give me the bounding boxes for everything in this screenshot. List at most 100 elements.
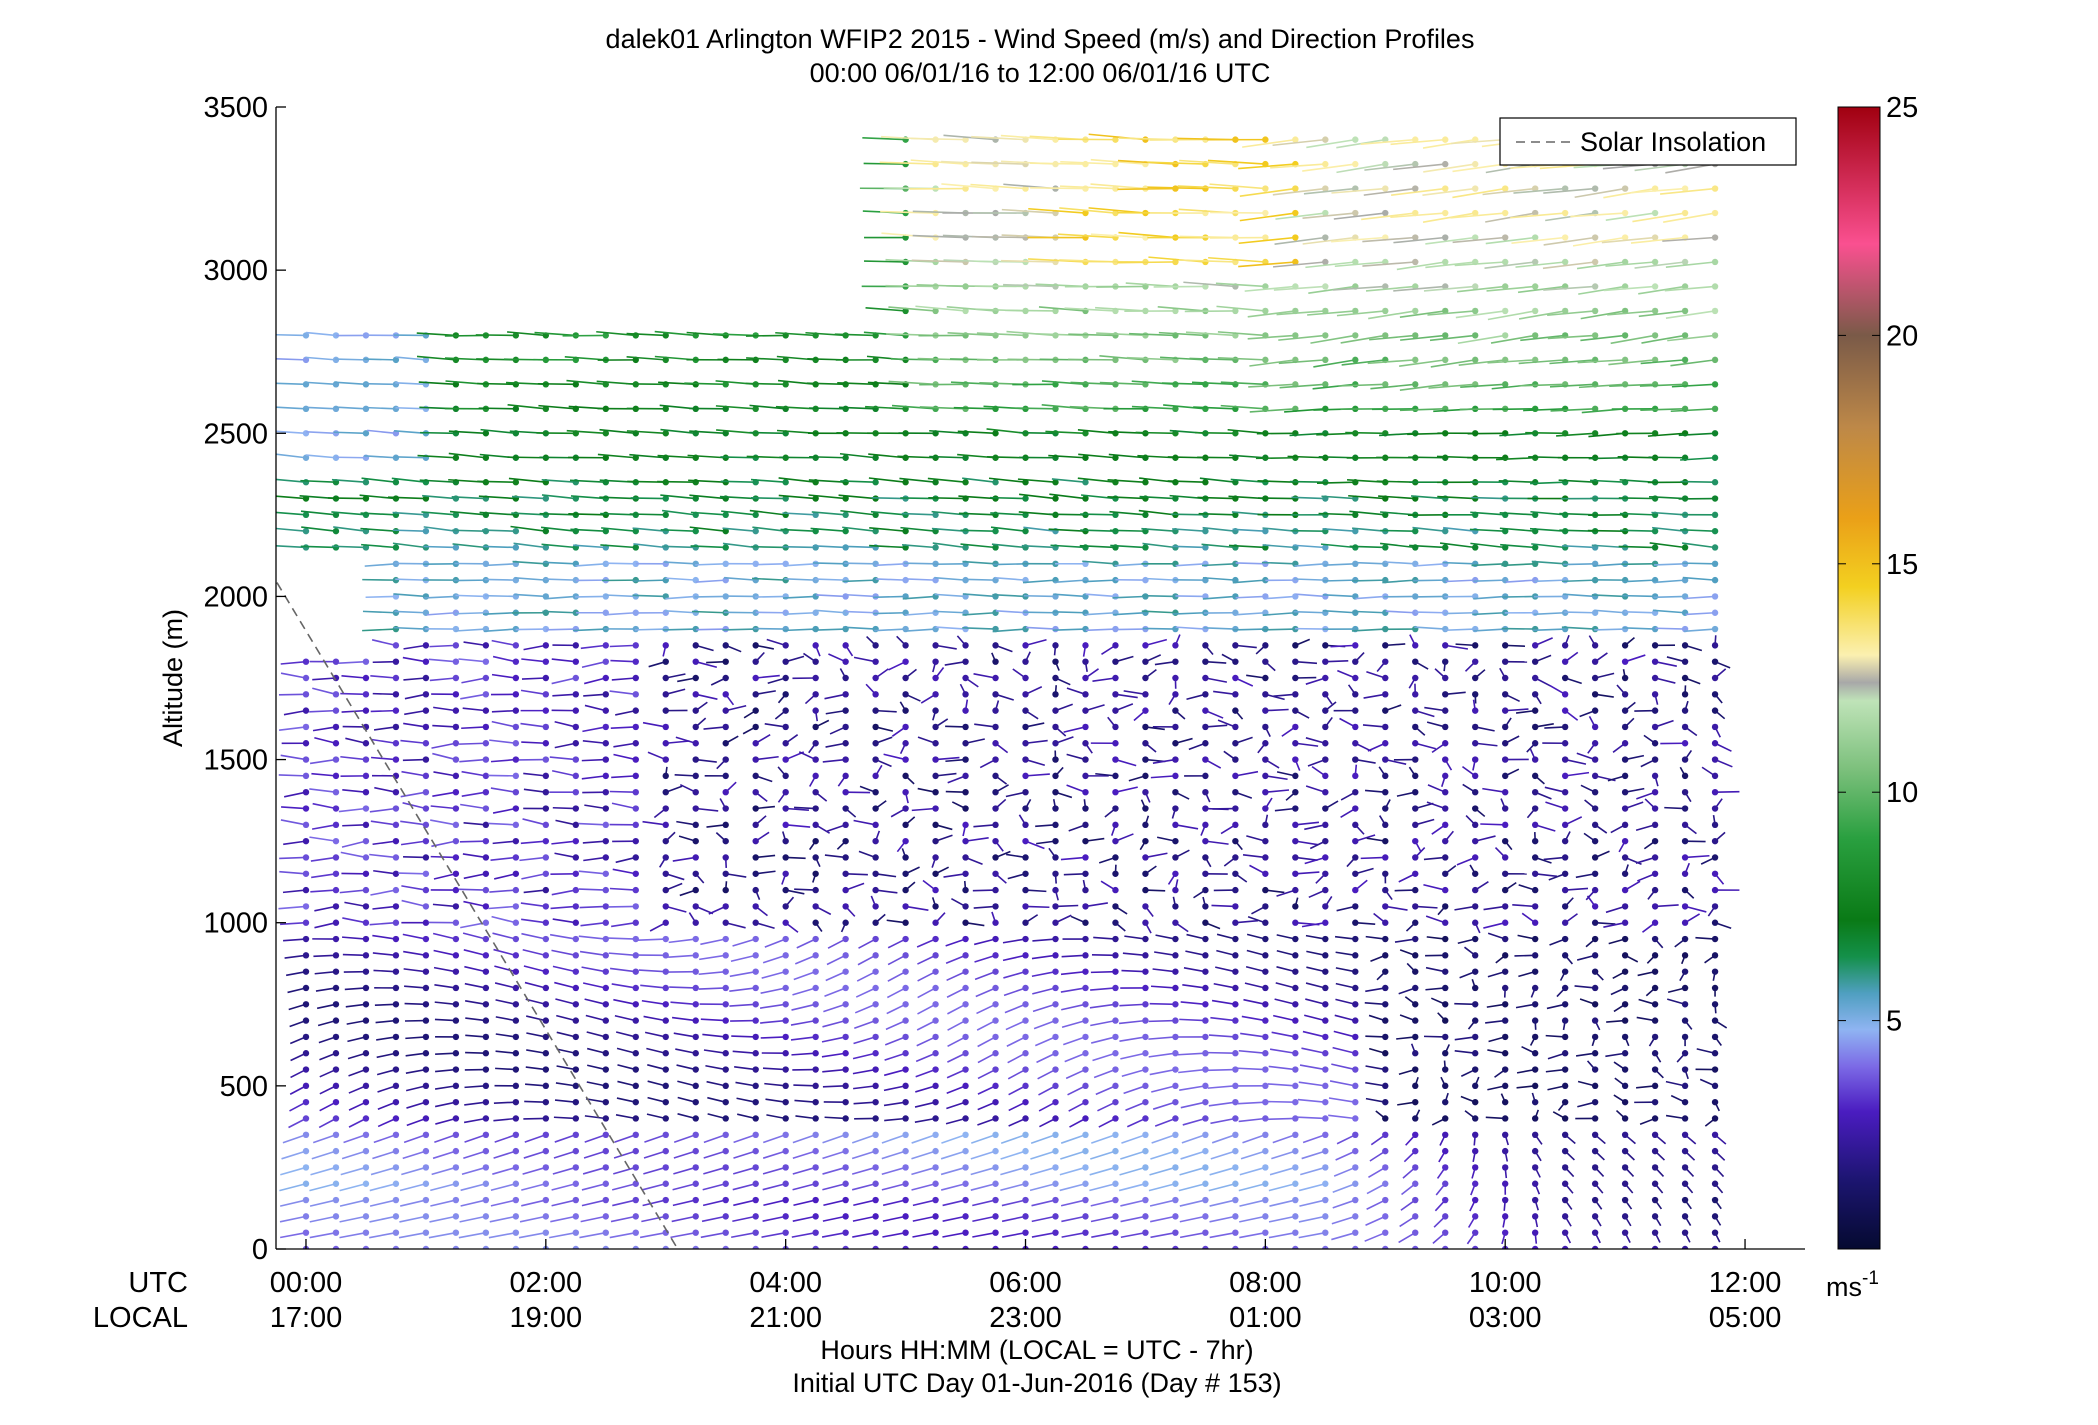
wind-barb-dot <box>1591 1196 1599 1204</box>
wind-barb-dot <box>1172 789 1179 796</box>
wind-barb-dot <box>662 1001 669 1008</box>
wind-barb-dot <box>1292 609 1299 616</box>
wind-barb-shaft <box>905 905 929 911</box>
wind-barb-dot <box>722 821 729 829</box>
wind-barb-shaft <box>282 1134 307 1144</box>
wind-barb-dot <box>422 511 430 519</box>
wind-barb-dot <box>782 837 789 845</box>
wind-barb-dot <box>1382 160 1389 168</box>
wind-barb-dot <box>542 1050 550 1057</box>
wind-barb-dot <box>422 356 430 364</box>
wind-barb-shaft <box>483 545 516 549</box>
wind-barb-shaft <box>1117 187 1176 191</box>
wind-barb-shaft <box>884 1117 906 1122</box>
wind-barb-dot <box>1082 968 1089 975</box>
wind-barb-shaft <box>1077 477 1116 484</box>
wind-barb-dot <box>362 691 370 698</box>
wind-barb-shaft <box>1217 331 1266 337</box>
wind-barb-shaft <box>1475 835 1496 842</box>
wind-barb-shaft <box>1093 936 1116 940</box>
wind-barb-shaft <box>942 1215 966 1222</box>
wind-barb-shaft <box>1335 951 1356 957</box>
wind-barb-dot <box>1322 430 1329 437</box>
wind-barb-dot <box>722 642 729 649</box>
wind-barb-dot <box>1531 789 1539 796</box>
wind-barb-dot <box>1232 307 1239 315</box>
wind-barb-dot <box>1262 968 1269 975</box>
wind-barb-dot <box>1172 1213 1179 1220</box>
wind-barb-dot <box>362 1229 370 1236</box>
wind-barb-shaft <box>493 1117 516 1122</box>
wind-barb-dot <box>1531 1245 1539 1249</box>
wind-barb-shaft <box>971 235 1026 239</box>
wind-barb-shaft <box>1178 1182 1206 1192</box>
wind-barb-dot <box>962 1147 969 1155</box>
wind-barb-shaft <box>657 454 696 459</box>
wind-barb-dot <box>782 707 789 714</box>
wind-barb-dot <box>542 658 550 665</box>
wind-barb-dot <box>482 854 490 861</box>
wind-barb-dot <box>902 870 909 877</box>
wind-barb-dot <box>842 544 849 551</box>
wind-barb-dot <box>422 1213 430 1220</box>
wind-barb-shaft <box>1090 183 1146 190</box>
wind-barb-dot <box>992 821 999 829</box>
wind-barb-shaft <box>569 479 606 484</box>
wind-barb-dot <box>1202 854 1209 861</box>
wind-barb-dot <box>392 1033 400 1041</box>
wind-barb-dot <box>992 658 999 665</box>
wind-barb-dot <box>482 1033 490 1041</box>
wind-barb-dot <box>1112 1147 1119 1155</box>
wind-barb-shaft <box>845 610 876 614</box>
wind-barb-dot <box>1352 1196 1359 1204</box>
wind-barb-shaft <box>1415 563 1446 567</box>
wind-barb-shaft <box>853 1085 876 1090</box>
wind-barb-shaft <box>1228 544 1266 549</box>
wind-barb-shaft <box>946 1085 966 1094</box>
wind-barb-dot <box>1022 1050 1029 1057</box>
wind-barb-dot <box>872 1082 879 1090</box>
wind-barb-dot <box>812 886 819 894</box>
wind-barb-dot <box>392 1017 400 1024</box>
wind-barb-dot <box>1591 1147 1599 1155</box>
wind-barb-shaft <box>1227 428 1266 435</box>
wind-barb-shaft <box>703 1134 726 1144</box>
wind-barb-shaft <box>339 1231 367 1239</box>
wind-barb-shaft <box>838 494 876 500</box>
wind-barb-shaft <box>887 954 906 966</box>
wind-barb-dot <box>902 919 909 926</box>
wind-barb-shaft <box>549 933 576 940</box>
wind-barb-dot <box>392 903 400 910</box>
wind-barb-dot <box>1591 1213 1599 1220</box>
wind-barb-shaft <box>1504 1248 1506 1249</box>
wind-barb-shaft <box>1122 952 1146 957</box>
wind-barb-shaft <box>374 786 397 793</box>
wind-barb-dot <box>962 740 969 747</box>
wind-barb-shaft <box>975 987 996 998</box>
wind-barb-shaft <box>1486 285 1536 292</box>
wind-barb-dot <box>932 258 939 266</box>
wind-barb-dot <box>602 1066 609 1073</box>
wind-barb-shaft <box>1334 935 1356 940</box>
wind-barb-dot <box>422 593 430 600</box>
wind-barb-dot <box>932 723 939 731</box>
wind-barb-dot <box>962 1180 969 1187</box>
wind-barb-shaft <box>376 1052 397 1059</box>
wind-barb-dot <box>512 756 520 763</box>
wind-barb-shaft <box>458 1231 487 1239</box>
wind-barb-shaft <box>405 1068 427 1074</box>
wind-barb-dot <box>1322 1180 1329 1187</box>
wind-barb-shaft <box>306 331 337 337</box>
wind-barb-dot <box>632 805 639 812</box>
wind-barb-shaft <box>371 756 396 761</box>
wind-barb-shaft <box>1239 187 1296 197</box>
wind-barb-shaft <box>883 1101 906 1107</box>
wind-barb-shaft <box>461 770 486 777</box>
wind-barb-shaft <box>615 709 636 716</box>
wind-barb-shaft <box>1595 1248 1596 1249</box>
wind-barb-dot <box>1531 1115 1539 1122</box>
wind-barb-dot <box>1322 854 1329 861</box>
wind-barb-shaft <box>361 477 397 484</box>
wind-barb-dot <box>452 658 460 665</box>
wind-barb-dot <box>902 789 909 796</box>
